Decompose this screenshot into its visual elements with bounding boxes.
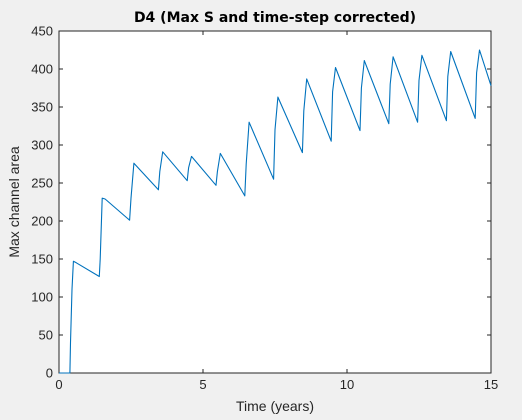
y-tick-label: 50 <box>39 328 53 343</box>
y-tick-label: 0 <box>46 366 53 381</box>
x-tick-label: 15 <box>484 377 498 392</box>
x-tick-label: 10 <box>340 377 354 392</box>
y-tick-label: 400 <box>31 62 53 77</box>
y-axis-label: Max channel area <box>6 146 22 258</box>
y-tick-label: 150 <box>31 252 53 267</box>
series-line <box>59 49 492 374</box>
y-tick-label: 100 <box>31 290 53 305</box>
y-tick-label: 350 <box>31 100 53 115</box>
y-tick-label: 200 <box>31 214 53 229</box>
chart-title: D4 (Max S and time-step corrected) <box>134 10 416 26</box>
y-tick-label: 450 <box>31 24 53 39</box>
y-tick-label: 250 <box>31 176 53 191</box>
plot-area <box>58 30 492 374</box>
x-tick-label: 0 <box>55 377 62 392</box>
y-tick-label: 300 <box>31 138 53 153</box>
x-tick-label: 5 <box>199 377 206 392</box>
x-axis-label: Time (years) <box>236 398 314 414</box>
